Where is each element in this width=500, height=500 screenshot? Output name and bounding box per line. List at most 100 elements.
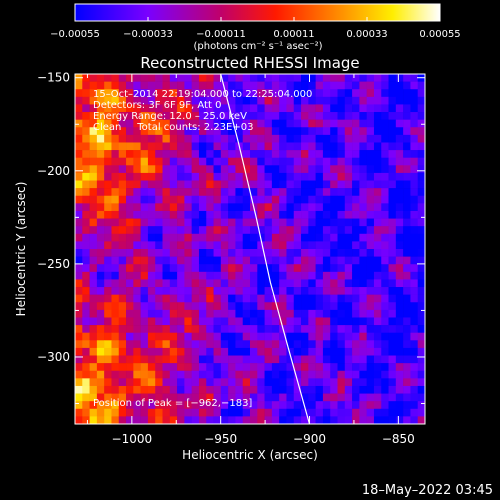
heatmap-cell [213,74,222,82]
heatmap-cell [75,180,83,189]
heatmap-cell [359,332,367,341]
heatmap-cell [250,401,258,410]
heatmap-cell [96,74,105,82]
heatmap-cell [322,408,331,417]
heatmap-cell [228,218,236,227]
heatmap-cell [184,332,192,341]
heatmap-cell [220,279,229,288]
heatmap-cell [177,81,185,90]
heatmap-cell [220,294,229,303]
heatmap-cell [89,385,98,394]
heatmap-cell [366,210,375,219]
heatmap-cell [82,287,90,295]
heatmap-cell [177,385,185,394]
heatmap-cell [104,302,112,311]
heatmap-cell [140,347,149,356]
heatmap-cell [373,89,382,98]
heatmap-cell [322,249,331,257]
heatmap-cell [235,393,244,402]
heatmap-cell [366,81,375,90]
heatmap-cell [169,355,178,364]
heatmap-cell [330,294,338,303]
heatmap-cell [82,157,90,166]
heatmap-cell [322,416,331,424]
heatmap-cell [228,325,236,333]
heatmap-cell [279,203,287,212]
heatmap-cell [177,96,185,105]
heatmap-cell [96,279,105,288]
heatmap-cell [315,393,324,402]
heatmap-cell [220,325,229,333]
heatmap-cell [410,340,419,349]
heatmap-cell [264,233,273,242]
heatmap-cell [242,370,251,379]
heatmap-cell [286,127,295,136]
heatmap-cell [191,370,200,379]
heatmap-cell [228,233,236,242]
heatmap-cell [162,271,171,280]
heatmap-cell [191,363,200,372]
heatmap-cell [96,172,105,181]
heatmap-cell [206,195,214,204]
heatmap-cell [133,370,141,379]
heatmap-cell [89,74,98,82]
heatmap-cell [133,256,141,265]
heatmap-cell [198,249,207,257]
heatmap-cell [250,264,258,273]
heatmap-cell [111,74,120,82]
heatmap-cell [111,370,120,379]
heatmap-cell [373,332,382,341]
heatmap-cell [366,355,375,364]
heatmap-cell [322,104,331,113]
heatmap-cell [286,408,295,417]
heatmap-cell [344,264,353,273]
heatmap-cell [147,256,156,265]
heatmap-cell [301,150,309,158]
heatmap-cell [381,287,389,295]
heatmap-cell [337,81,346,90]
heatmap-cell [198,332,207,341]
heatmap-cell [96,332,105,341]
heatmap-cell [191,340,200,349]
heatmap-cell [322,180,331,189]
heatmap-cell [75,363,83,372]
heatmap-cell [75,370,83,379]
heatmap-cell [373,325,382,333]
heatmap-cell [191,81,200,90]
heatmap-cell [235,210,244,219]
heatmap-cell [118,96,127,105]
heatmap-cell [322,256,331,265]
heatmap-cell [169,287,178,295]
heatmap-cell [118,150,127,158]
heatmap-cell [271,287,280,295]
heatmap-cell [359,347,367,356]
heatmap-cell [155,385,163,394]
heatmap-cell [279,264,287,273]
heatmap-cell [337,317,346,326]
heatmap-cell [344,401,353,410]
heatmap-cell [403,142,411,151]
heatmap-cell [147,309,156,318]
heatmap-cell [264,127,273,136]
heatmap-cell [271,279,280,288]
heatmap-cell [344,287,353,295]
heatmap-cell [96,294,105,303]
heatmap-cell [147,401,156,410]
heatmap-cell [410,195,419,204]
heatmap-cell [126,81,134,90]
heatmap-cell [250,172,258,181]
heatmap-cell [191,127,200,136]
heatmap-cell [366,119,375,128]
heatmap-cell [228,157,236,166]
heatmap-cell [235,104,244,113]
heatmap-cell [308,218,316,227]
heatmap-cell [373,74,382,82]
heatmap-cell [220,104,229,113]
heatmap-cell [235,96,244,105]
heatmap-cell [286,363,295,372]
heatmap-cell [271,180,280,189]
heatmap-cell [213,401,222,410]
heatmap-cell [126,363,134,372]
heatmap-cell [315,355,324,364]
heatmap-cell [322,241,331,250]
